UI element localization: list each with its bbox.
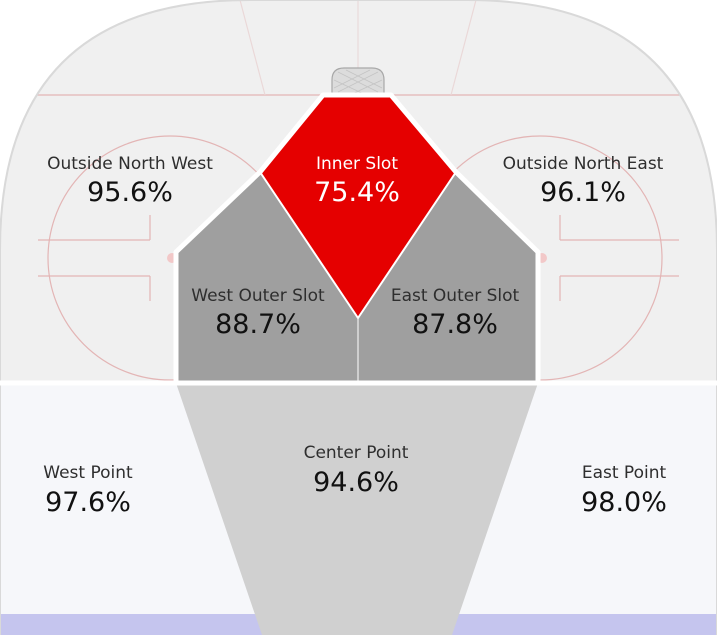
zone-label-west-point: West Point <box>43 463 133 483</box>
zone-west-outer-slot <box>176 172 358 383</box>
zone-label-center-point: Center Point <box>304 443 409 463</box>
zone-labels: Outside North West 95.6% Inner Slot 75.4… <box>43 154 667 518</box>
zone-center-point <box>176 383 538 635</box>
zone-value-inner-slot: 75.4% <box>314 177 400 208</box>
goal-net <box>331 67 385 96</box>
zone-value-west-point: 97.6% <box>45 487 131 518</box>
zone-label-inner-slot: Inner Slot <box>316 154 398 174</box>
zone-east-outer-slot <box>358 172 538 383</box>
east-faceoff-hashes <box>559 215 679 301</box>
west-crease-line <box>239 0 266 96</box>
zone-value-west-outer-slot: 88.7% <box>215 309 301 340</box>
zone-value-center-point: 94.6% <box>313 467 399 498</box>
zone-value-east-point: 98.0% <box>581 487 667 518</box>
east-crease-line <box>450 0 477 96</box>
zone-label-east-outer-slot: East Outer Slot <box>391 286 520 306</box>
zone-label-east-point: East Point <box>582 463 667 483</box>
zone-label-outside-north-east: Outside North East <box>503 154 664 174</box>
zone-inner-slot <box>260 95 456 318</box>
zone-borders <box>0 92 717 386</box>
west-faceoff-hashes <box>38 215 151 301</box>
zone-label-west-outer-slot: West Outer Slot <box>191 286 325 306</box>
zone-value-outside-north-east: 96.1% <box>540 177 626 208</box>
zone-label-outside-north-west: Outside North West <box>47 154 213 174</box>
zone-value-outside-north-west: 95.6% <box>87 177 173 208</box>
zone-value-east-outer-slot: 87.8% <box>412 309 498 340</box>
